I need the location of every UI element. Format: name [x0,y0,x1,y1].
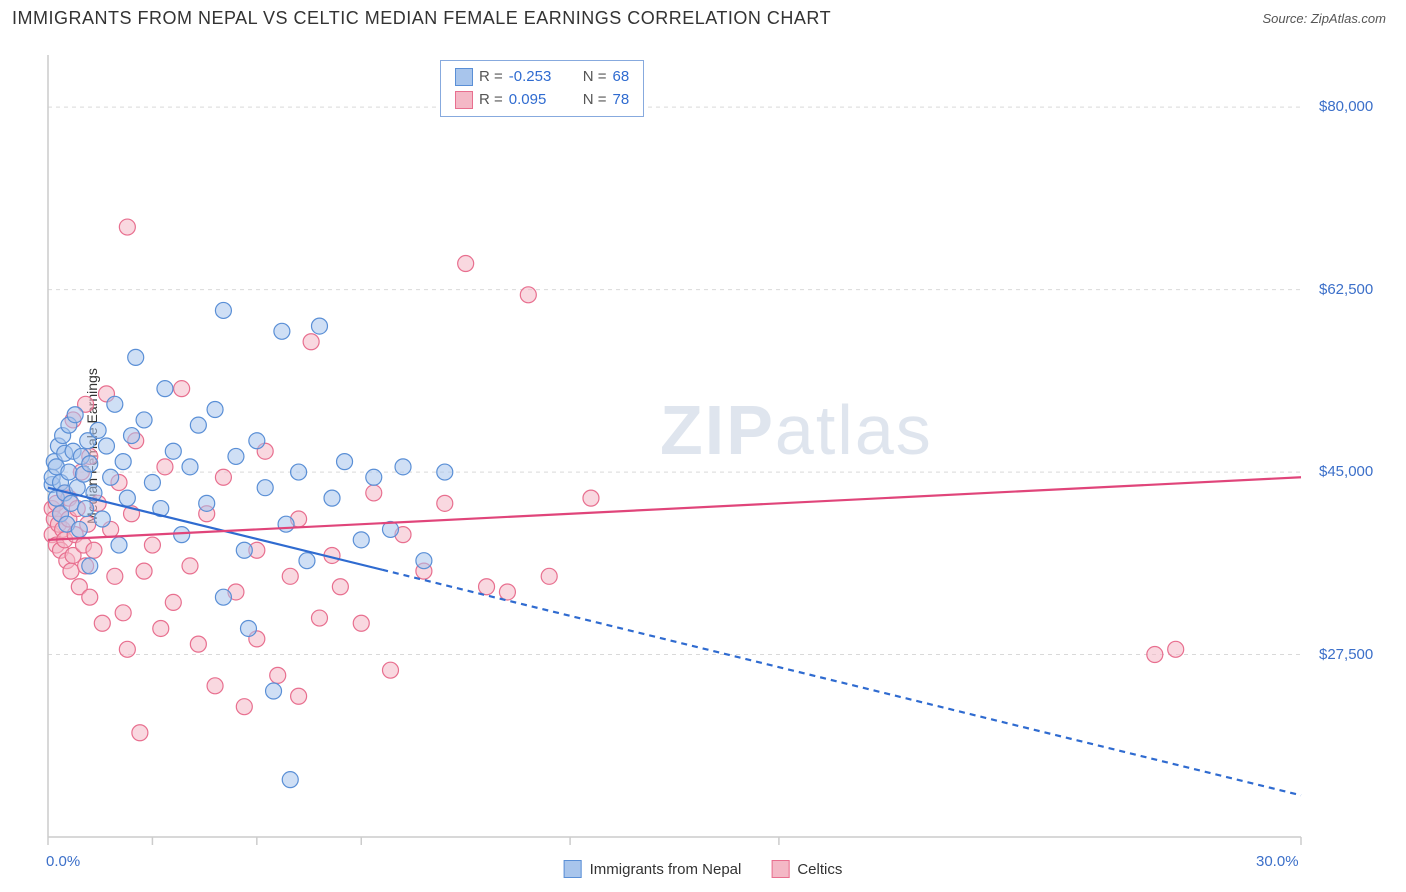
legend-swatch [455,68,473,86]
legend-item-celtics: Celtics [771,860,842,878]
legend-swatch-celtics [771,860,789,878]
legend-R-label: R = [479,66,503,89]
legend-N-label: N = [583,89,607,112]
x-tick-label: 30.0% [1256,853,1299,870]
legend-swatch [455,91,473,109]
legend-row-celtics: R = 0.095 N = 78 [455,89,629,112]
legend-label-nepal: Immigrants from Nepal [590,861,742,878]
y-tick-label: $45,000 [1319,463,1373,480]
correlation-legend: R = -0.253 N = 68 R = 0.095 N = 78 [440,60,644,117]
legend-label-celtics: Celtics [797,861,842,878]
legend-R-label: R = [479,89,503,112]
y-tick-label: $80,000 [1319,98,1373,115]
legend-swatch-nepal [564,860,582,878]
y-tick-label: $27,500 [1319,646,1373,663]
correlation-scatter-chart [0,0,1406,892]
legend-N-value: 68 [613,66,630,89]
legend-R-value: 0.095 [509,89,569,112]
y-tick-label: $62,500 [1319,281,1373,298]
legend-N-label: N = [583,66,607,89]
x-tick-label: 0.0% [46,853,80,870]
series-legend: Immigrants from Nepal Celtics [564,860,843,878]
legend-R-value: -0.253 [509,66,569,89]
legend-item-nepal: Immigrants from Nepal [564,860,742,878]
legend-row-nepal: R = -0.253 N = 68 [455,66,629,89]
legend-N-value: 78 [613,89,630,112]
